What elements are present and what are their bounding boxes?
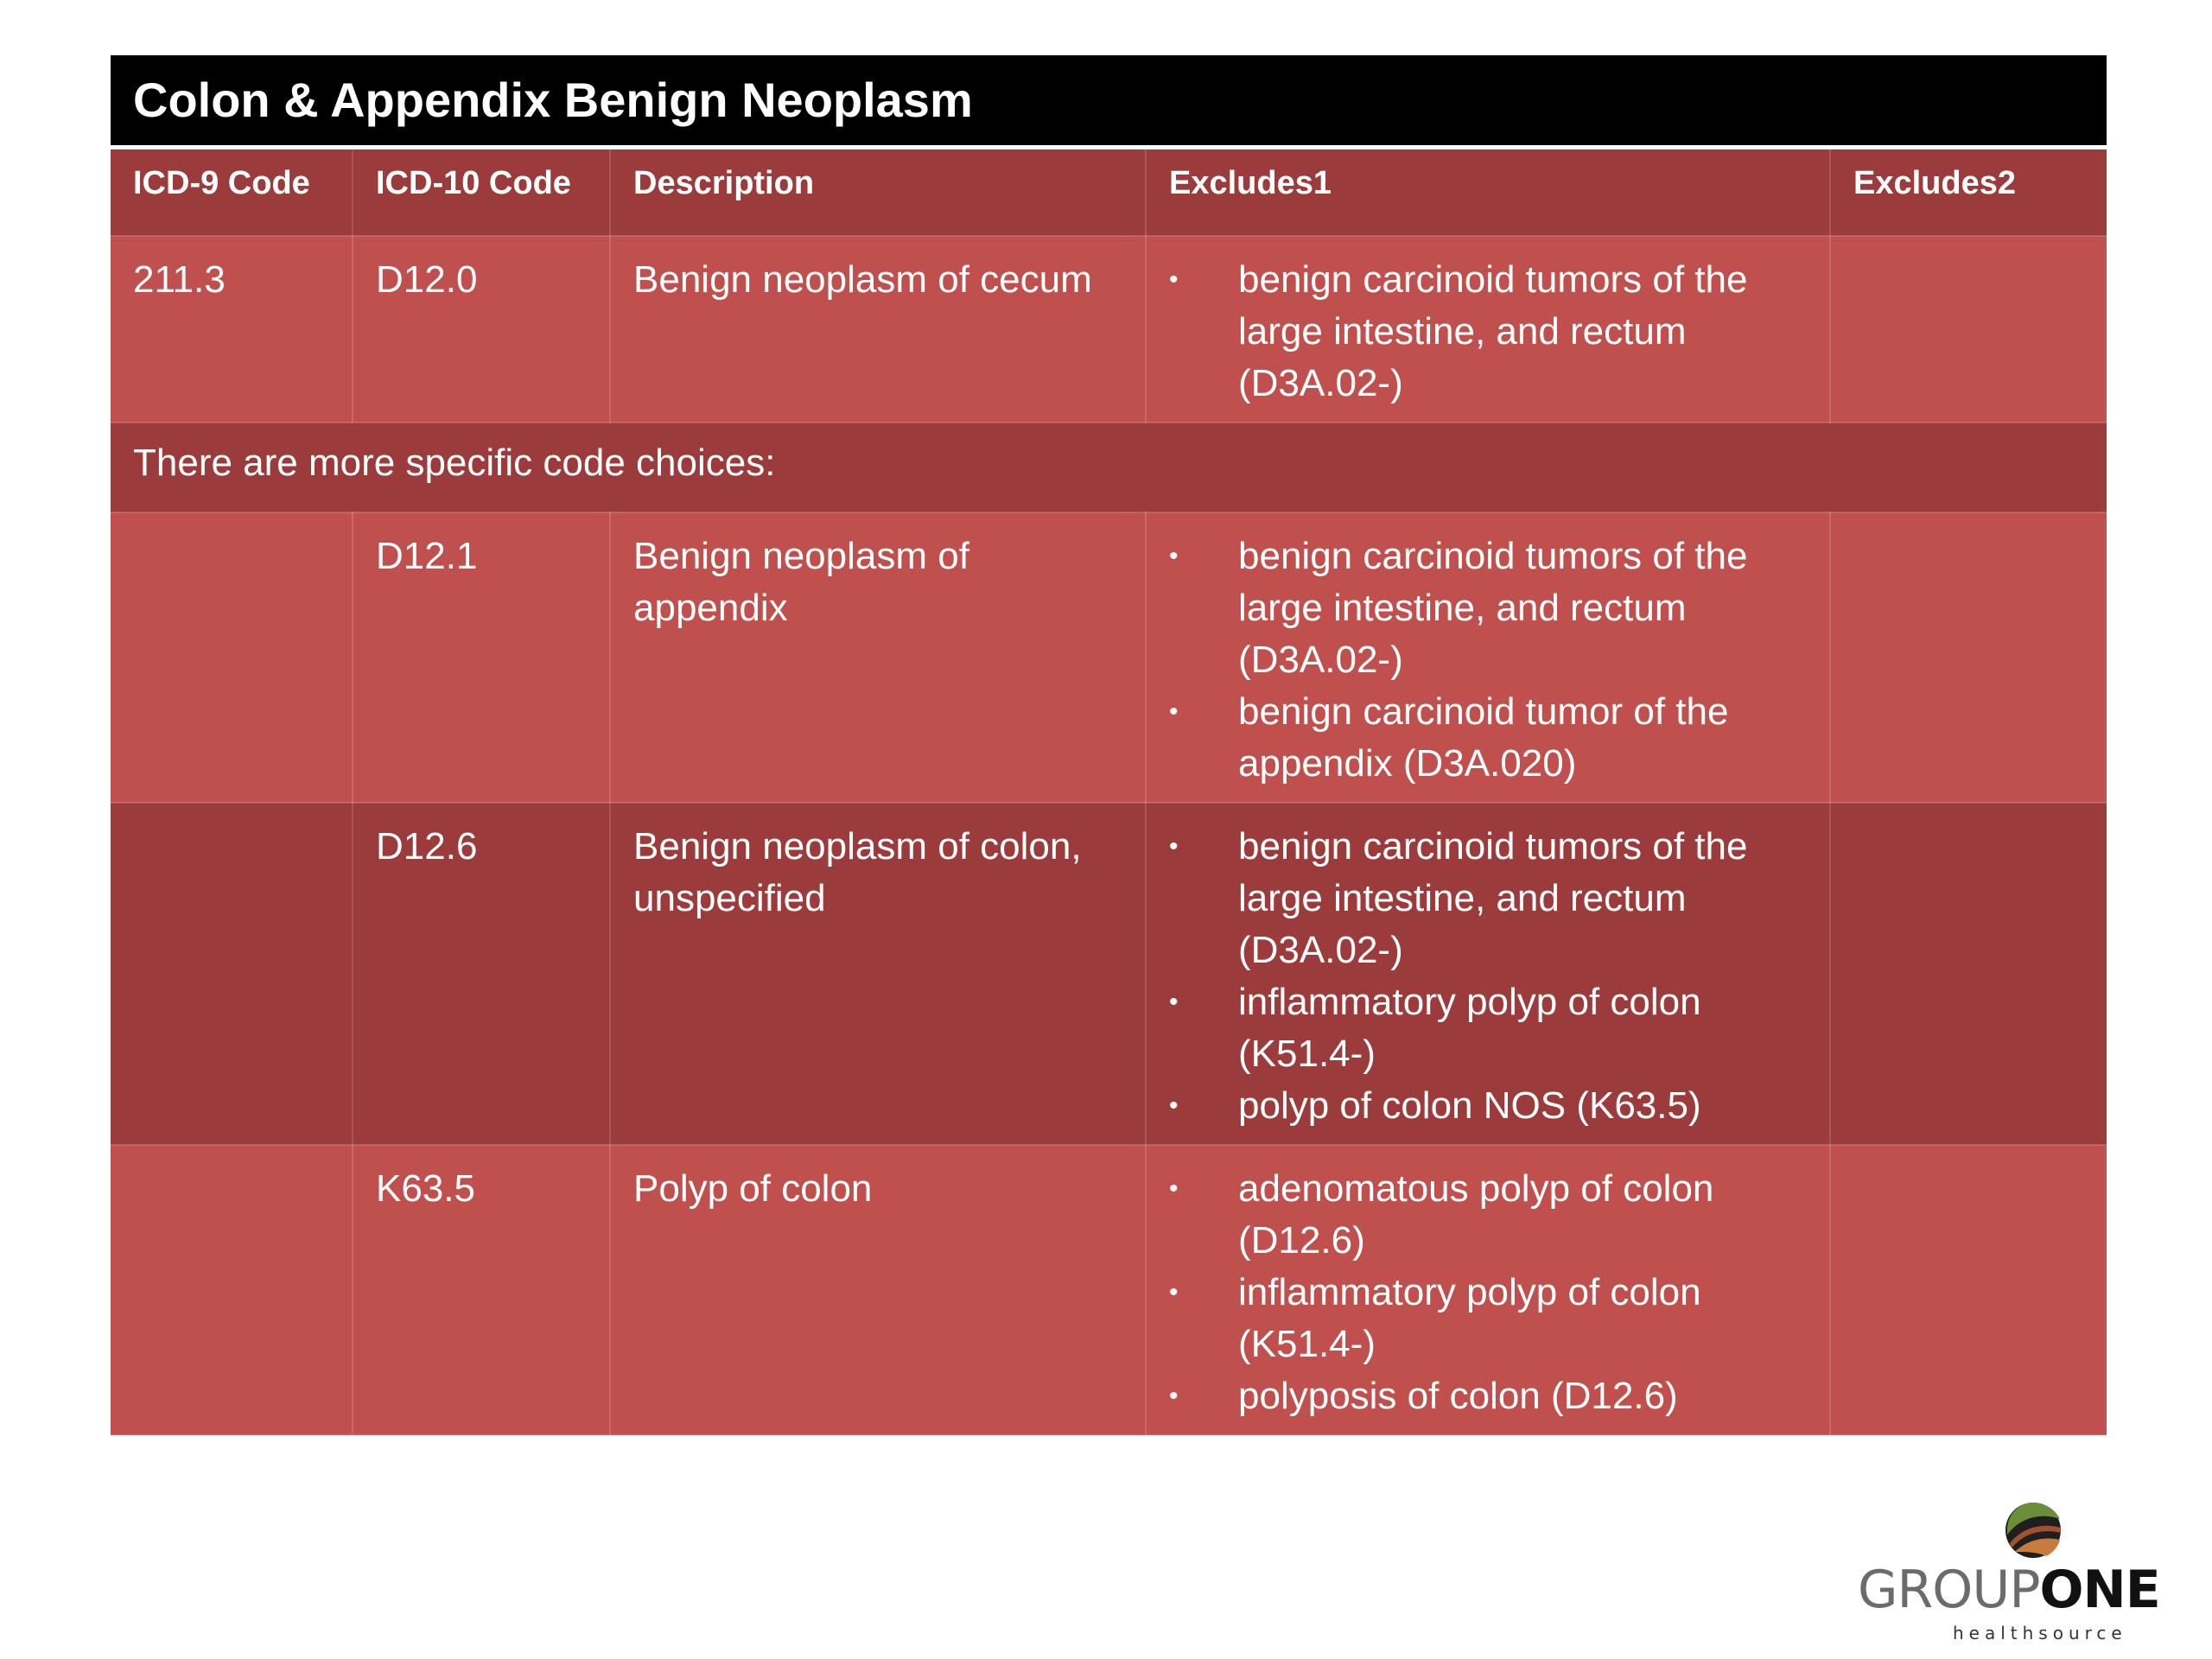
list-item: • polyp of colon NOS (K63.5): [1169, 1080, 1807, 1132]
list-item: • adenomatous polyp of colon (D12.6): [1169, 1163, 1807, 1267]
excludes1-cell: • benign carcinoid tumors of the large in…: [1146, 512, 1831, 804]
excludes1-text: benign carcinoid tumors of the large int…: [1238, 825, 1748, 971]
logo-text-group: GROUP: [1858, 1560, 2041, 1620]
excludes2-cell: [1830, 236, 2107, 423]
bullet-icon: •: [1169, 1278, 1179, 1306]
description-cell: Benign neoplasm of colon, unspecified: [610, 803, 1147, 1146]
group-one-logo: GROUPONE healthsource: [1858, 1500, 2203, 1647]
icd-code-table: ICD-9 Code ICD-10 Code Description Exclu…: [111, 149, 2107, 1436]
swoosh-globe-icon: [2005, 1503, 2061, 1558]
header-description: Description: [610, 149, 1147, 237]
description-cell: Polyp of colon: [610, 1145, 1147, 1436]
table-title: Colon & Appendix Benign Neoplasm: [111, 55, 2107, 149]
list-item: • benign carcinoid tumors of the large in…: [1169, 254, 1807, 410]
excludes2-cell: [1830, 512, 2107, 804]
icd10-cell: D12.1: [353, 512, 611, 804]
icd9-cell: [111, 1145, 353, 1436]
excludes2-cell: [1830, 1145, 2107, 1436]
bullet-icon: •: [1169, 988, 1179, 1016]
excludes1-text: polyposis of colon (D12.6): [1238, 1375, 1678, 1417]
note-row: There are more specific code choices:: [111, 423, 2107, 513]
bullet-icon: •: [1169, 265, 1179, 294]
excludes1-cell: • adenomatous polyp of colon (D12.6) • inf…: [1146, 1145, 1831, 1436]
icd10-cell: D12.6: [353, 803, 611, 1146]
excludes1-list: • adenomatous polyp of colon (D12.6) • inf…: [1169, 1163, 1807, 1422]
bullet-icon: •: [1169, 542, 1179, 570]
icd9-cell: [111, 512, 353, 804]
logo-text-one: ONE: [2039, 1560, 2161, 1620]
excludes1-text: benign carcinoid tumors of the large int…: [1238, 535, 1748, 681]
icd10-cell: D12.0: [353, 236, 611, 423]
excludes1-list: • benign carcinoid tumors of the large in…: [1169, 254, 1807, 410]
bullet-icon: •: [1169, 697, 1179, 726]
excludes1-text: benign carcinoid tumors of the large int…: [1238, 258, 1748, 404]
excludes1-text: polyp of colon NOS (K63.5): [1238, 1084, 1701, 1127]
header-excludes1: Excludes1: [1146, 149, 1831, 237]
excludes1-list: • benign carcinoid tumors of the large in…: [1169, 821, 1807, 1132]
list-item: • benign carcinoid tumors of the large in…: [1169, 821, 1807, 976]
note-text: There are more specific code choices:: [111, 423, 2107, 513]
list-item: • benign carcinoid tumor of the appendix …: [1169, 686, 1807, 790]
logo-tagline: healthsource: [1953, 1623, 2127, 1643]
excludes1-cell: • benign carcinoid tumors of the large in…: [1146, 803, 1831, 1146]
header-row: ICD-9 Code ICD-10 Code Description Exclu…: [111, 149, 2107, 237]
excludes1-text: inflammatory polyp of colon (K51.4-): [1238, 981, 1701, 1075]
excludes1-cell: • benign carcinoid tumors of the large in…: [1146, 236, 1831, 423]
list-item: • inflammatory polyp of colon (K51.4-): [1169, 976, 1807, 1080]
excludes1-text: adenomatous polyp of colon (D12.6): [1238, 1167, 1714, 1262]
list-item: • benign carcinoid tumors of the large in…: [1169, 531, 1807, 686]
table-row: K63.5 Polyp of colon • adenomatous polyp …: [111, 1145, 2107, 1436]
icd-table-container: Colon & Appendix Benign Neoplasm ICD-9 C…: [111, 55, 2107, 1436]
header-icd10: ICD-10 Code: [353, 149, 611, 237]
description-cell: Benign neoplasm of appendix: [610, 512, 1147, 804]
bullet-icon: •: [1169, 1382, 1179, 1410]
table-row: 211.3 D12.0 Benign neoplasm of cecum • be…: [111, 236, 2107, 423]
bullet-icon: •: [1169, 1174, 1179, 1203]
excludes1-list: • benign carcinoid tumors of the large in…: [1169, 531, 1807, 790]
icd10-cell: K63.5: [353, 1145, 611, 1436]
logo-wordmark: GROUPONE: [1858, 1562, 2203, 1618]
table-row: D12.6 Benign neoplasm of colon, unspecif…: [111, 803, 2107, 1146]
bullet-icon: •: [1169, 832, 1179, 861]
list-item: • inflammatory polyp of colon (K51.4-): [1169, 1267, 1807, 1370]
table-row: D12.1 Benign neoplasm of appendix • benig…: [111, 512, 2107, 804]
header-excludes2: Excludes2: [1830, 149, 2107, 237]
bullet-icon: •: [1169, 1091, 1179, 1120]
icd9-cell: [111, 803, 353, 1146]
list-item: • polyposis of colon (D12.6): [1169, 1370, 1807, 1422]
excludes1-text: benign carcinoid tumor of the appendix (…: [1238, 690, 1729, 785]
icd9-cell: 211.3: [111, 236, 353, 423]
excludes1-text: inflammatory polyp of colon (K51.4-): [1238, 1271, 1701, 1365]
excludes2-cell: [1830, 803, 2107, 1146]
description-cell: Benign neoplasm of cecum: [610, 236, 1147, 423]
header-icd9: ICD-9 Code: [111, 149, 353, 237]
